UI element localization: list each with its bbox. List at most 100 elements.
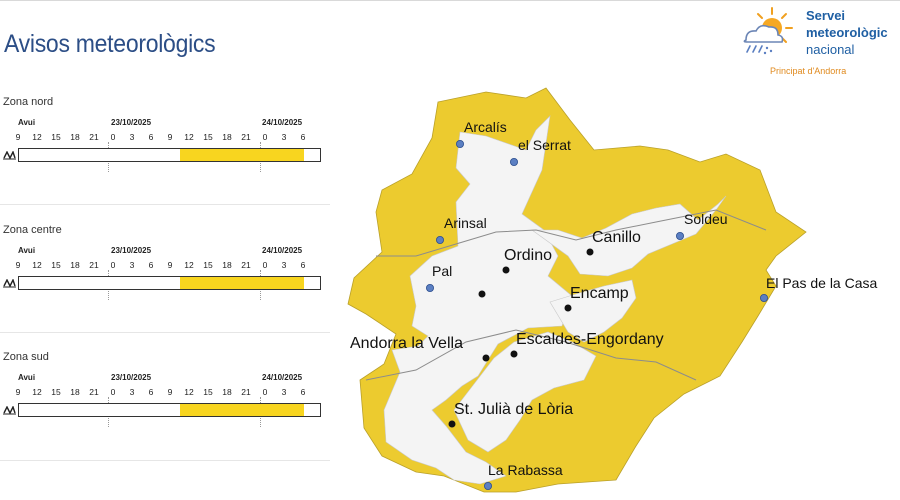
hour-label: 9 [15, 132, 21, 142]
town-marker[interactable] [478, 290, 486, 298]
station-marker[interactable] [483, 481, 492, 490]
hour-label: 9 [167, 387, 173, 397]
station-marker[interactable] [426, 283, 435, 292]
hour-label: 9 [167, 260, 173, 270]
town-marker[interactable] [448, 420, 456, 428]
hour-label: 6 [148, 387, 154, 397]
hour-label: 9 [167, 132, 173, 142]
warning-timeline-bar[interactable] [18, 403, 321, 417]
hour-label: 6 [300, 132, 306, 142]
hour-label: 0 [110, 260, 116, 270]
warning-period-fill [180, 404, 304, 416]
hour-label: 21 [241, 260, 251, 270]
place-label: Pal [432, 263, 452, 279]
hour-label: 3 [281, 260, 287, 270]
map-no-warning-area-valley [531, 195, 727, 277]
hour-label: 15 [203, 387, 213, 397]
zone-border-north [376, 209, 767, 257]
map-places: Arcalís el Serrat Arinsal Soldeu Pal Ordino Ca… [350, 119, 877, 490]
hour-label: 3 [129, 132, 135, 142]
hour-label: 18 [222, 132, 232, 142]
place-label: Andorra la Vella [350, 335, 463, 352]
hour-label: 3 [281, 387, 287, 397]
hour-label: 18 [70, 132, 80, 142]
town-marker[interactable] [586, 248, 594, 256]
station-marker[interactable] [456, 140, 465, 149]
place-label: St. Julià de Lòria [454, 401, 573, 418]
station-marker[interactable] [675, 231, 684, 240]
hour-label: 18 [222, 260, 232, 270]
hour-label: 0 [262, 260, 268, 270]
hour-label: 12 [32, 387, 42, 397]
zone-border-south [365, 329, 697, 381]
hour-label: 15 [203, 132, 213, 142]
place-label: Soldeu [684, 211, 728, 227]
logo-line-2: meteorològic [806, 25, 888, 40]
day-label: 24/10/2025 [262, 246, 303, 255]
map-no-warning-area-west [383, 115, 573, 485]
place-label: Arinsal [444, 215, 487, 231]
day-label: Avui [18, 246, 36, 255]
zone-timeline: Zona nord Avui 23/10/2025 24/10/2025 9 12 15 18… [0, 96, 330, 196]
day-label: 23/10/2025 [111, 246, 152, 255]
zone-warning-icon [3, 151, 16, 160]
hour-label: 21 [89, 132, 99, 142]
station-marker[interactable] [509, 158, 518, 167]
hour-label: 0 [110, 132, 116, 142]
zone-name: Zona centre [3, 224, 62, 236]
place-label: Canillo [592, 229, 641, 246]
station-marker[interactable] [436, 235, 445, 244]
zone-divider [0, 204, 330, 205]
map-no-warning-area-east [549, 279, 637, 343]
hour-label: 21 [89, 260, 99, 270]
zone-timeline: Zona centre Avui 23/10/2025 24/10/2025 9 12 15… [0, 224, 330, 324]
day-label: 24/10/2025 [262, 373, 303, 382]
hour-label: 9 [15, 387, 21, 397]
map-warning-area [347, 87, 807, 493]
andorra-warning-map[interactable]: Arcalís el Serrat Arinsal Soldeu Pal Ordino Ca… [336, 80, 900, 500]
hour-label: 12 [184, 260, 194, 270]
hour-label: 6 [148, 132, 154, 142]
logo-subtitle: Principat d'Andorra [770, 66, 847, 76]
sun-cloud-rain-icon [743, 7, 793, 55]
place-label: La Rabassa [488, 462, 563, 478]
zone-name: Zona sud [3, 351, 49, 363]
hour-label: 15 [203, 260, 213, 270]
hour-label: 6 [300, 387, 306, 397]
place-label: Arcalís [464, 119, 507, 135]
hour-label: 3 [129, 387, 135, 397]
zone-divider [0, 460, 330, 461]
hour-label: 9 [15, 260, 21, 270]
place-label: Escaldes-Engordany [516, 331, 664, 348]
place-label: Ordino [504, 247, 552, 264]
town-marker[interactable] [510, 350, 518, 358]
station-marker[interactable] [759, 293, 768, 302]
hour-label: 0 [110, 387, 116, 397]
hour-label: 15 [51, 387, 61, 397]
place-label: Encamp [570, 285, 629, 302]
day-label: Avui [18, 118, 36, 127]
hour-label: 6 [148, 260, 154, 270]
zone-name: Zona nord [3, 96, 54, 108]
warning-period-fill [180, 149, 304, 161]
hour-label: 12 [184, 132, 194, 142]
hour-label: 15 [51, 132, 61, 142]
hour-label: 12 [184, 387, 194, 397]
town-marker[interactable] [502, 266, 510, 274]
day-label: Avui [18, 373, 36, 382]
page-title: Avisos meteorològics [4, 30, 216, 58]
day-label: 23/10/2025 [111, 373, 152, 382]
town-marker[interactable] [564, 304, 572, 312]
hour-label: 15 [51, 260, 61, 270]
warning-timeline-bar[interactable] [18, 148, 321, 162]
smn-logo[interactable]: Servei meteorològic nacional Principat d… [736, 6, 900, 78]
warning-period-fill [180, 277, 304, 289]
town-marker[interactable] [482, 354, 490, 362]
warning-timeline-bar[interactable] [18, 276, 321, 290]
hour-label: 21 [89, 387, 99, 397]
logo-line-3: nacional [806, 42, 855, 57]
hour-label: 21 [241, 387, 251, 397]
zone-warning-icon [3, 279, 16, 288]
hour-label: 0 [262, 132, 268, 142]
hour-label: 12 [32, 260, 42, 270]
